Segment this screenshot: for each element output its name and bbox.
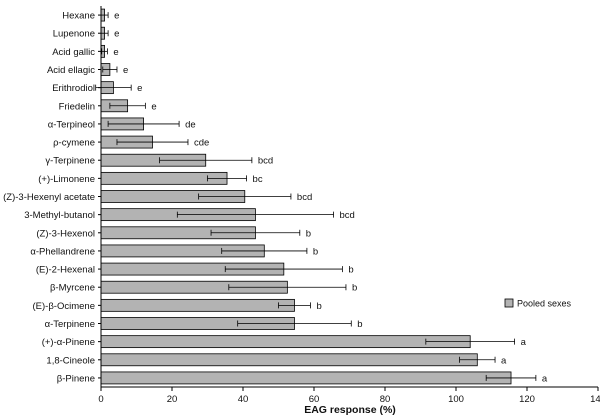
error-bar [278, 302, 311, 309]
category-label: α-Terpineol [48, 119, 95, 130]
significance-letter: b [348, 265, 353, 276]
significance-letter: bcd [340, 210, 355, 221]
significance-letter: e [114, 11, 119, 22]
bar [100, 298, 295, 312]
x-tick-label: 100 [448, 394, 464, 405]
error-bar [210, 229, 301, 236]
significance-letter: b [316, 301, 321, 312]
category-label: β-Pinene [57, 373, 95, 384]
significance-letter: bcd [258, 156, 273, 167]
legend: Pooled sexes [504, 298, 572, 309]
x-tick-label: 140 [590, 394, 600, 405]
category-label: Friedelin [59, 101, 95, 112]
x-tick-label: 0 [98, 394, 103, 405]
significance-letter: b [352, 283, 357, 294]
category-label: (E)-β-Ocimene [33, 301, 95, 312]
bar [100, 335, 471, 349]
x-tick-label: 120 [519, 394, 535, 405]
labels-layer: Hexane e Lupenone e Acid gallic e Acid ellagic… [3, 11, 548, 385]
x-tick-label: 20 [167, 394, 178, 405]
error-bar [207, 175, 247, 182]
error-bar [224, 266, 343, 273]
error-bar [102, 66, 118, 73]
significance-letter: cde [194, 138, 209, 149]
significance-letter: a [521, 337, 527, 348]
category-label: (+)-Limonene [38, 174, 95, 185]
significance-letter: de [185, 119, 196, 130]
bar [100, 353, 478, 367]
significance-letter: bc [253, 174, 263, 185]
significance-letter: e [123, 65, 128, 76]
x-tick-label: 80 [380, 394, 391, 405]
significance-letter: b [306, 228, 311, 239]
category-label: γ-Terpinene [45, 156, 95, 167]
category-label: β-Myrcene [50, 283, 95, 294]
category-label: 3-Methyl-butanol [24, 210, 95, 221]
error-bar [107, 120, 180, 127]
significance-letter: e [113, 47, 118, 58]
significance-letter: b [357, 319, 362, 330]
bars-layer [95, 8, 537, 385]
error-bar [485, 374, 537, 381]
x-tick-label: 40 [238, 394, 249, 405]
category-label: (E)-2-Hexenal [36, 265, 95, 276]
error-bar [101, 48, 108, 55]
x-tick-label: 60 [309, 394, 320, 405]
category-label: ρ-cymene [53, 138, 95, 149]
error-bar [237, 320, 352, 327]
significance-letter: e [137, 83, 142, 94]
category-label: Acid ellagic [47, 65, 95, 76]
ticks-layer: 0 20 40 60 80 100 120 140 [98, 14, 600, 405]
significance-letter: bcd [297, 192, 312, 203]
error-bar [176, 211, 334, 218]
category-label: Hexane [62, 11, 95, 22]
category-label: (Z)-3-Hexenyl acetate [3, 192, 95, 203]
category-label: (+)-α-Pinene [42, 337, 95, 348]
error-bar [109, 102, 146, 109]
bar [100, 371, 512, 385]
error-bar [159, 157, 253, 164]
category-label: α-Phellandrene [30, 246, 95, 257]
category-label: α-Terpinene [45, 319, 95, 330]
legend-label: Pooled sexes [517, 299, 572, 309]
error-bar [95, 84, 132, 91]
significance-letter: a [501, 355, 507, 366]
category-label: 1,8-Cineole [46, 355, 95, 366]
significance-letter: b [313, 246, 318, 257]
error-bar [425, 338, 515, 345]
category-label: (Z)-3-Hexenol [36, 228, 95, 239]
significance-letter: e [114, 29, 119, 40]
error-bar [198, 193, 292, 200]
error-bar [228, 284, 347, 291]
category-label: Lupenone [53, 29, 95, 40]
error-bar [221, 247, 308, 254]
significance-letter: a [542, 373, 548, 384]
error-bar [116, 139, 189, 146]
significance-letter: e [151, 101, 156, 112]
category-label: Erithrodiol [52, 83, 95, 94]
category-label: Acid gallic [52, 47, 95, 58]
legend-swatch [504, 298, 514, 308]
error-bar [459, 356, 496, 363]
x-axis-title: EAG response (%) [304, 404, 396, 416]
